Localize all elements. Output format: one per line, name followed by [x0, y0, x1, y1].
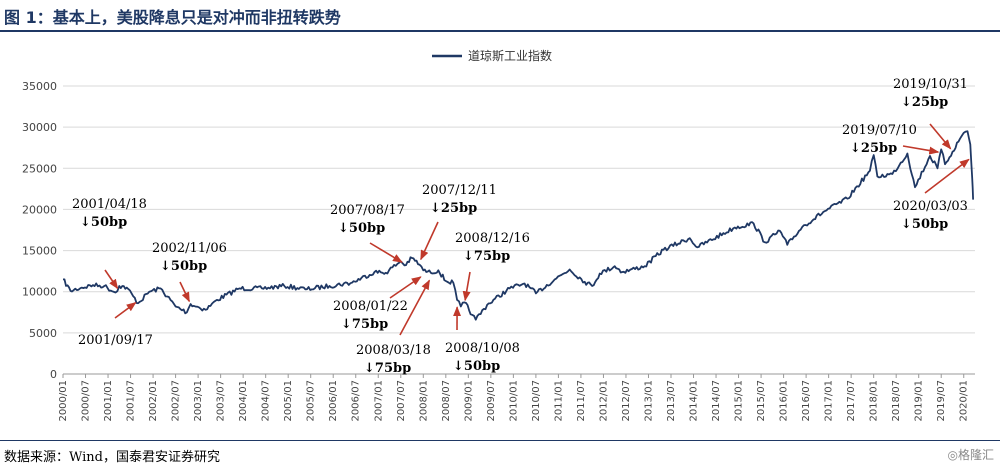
annotation-arrow	[399, 279, 431, 336]
annotation-arrow	[104, 269, 119, 290]
x-tick-label: 2014/01	[689, 380, 700, 422]
x-tick-label: 2013/01	[643, 380, 654, 422]
annotation-date: 2008/03/18	[356, 343, 431, 358]
annotation-cut: ↓25bp	[430, 201, 477, 216]
source-note: 数据来源：Wind，国泰君安证券研究	[4, 450, 220, 465]
rate-cut-annotations: 2001/04/18 ↓50bp 2001/09/17 2002/11/06 ↓50bp…	[72, 77, 970, 376]
x-tick-label: 2009/01	[463, 380, 474, 422]
annotation-cut: ↓50bp	[80, 215, 127, 230]
x-tick-label: 2001/07	[126, 380, 137, 422]
x-tick-label: 2012/07	[621, 380, 632, 422]
y-tick-label: 20000	[22, 203, 57, 216]
footer-rule	[0, 440, 1000, 441]
watermark: ◎格隆汇	[947, 448, 994, 462]
legend: 道琼斯工业指数	[432, 48, 552, 63]
x-tick-label: 2004/07	[261, 380, 272, 422]
annotation-arrow	[902, 145, 940, 155]
chart-title: 图 1：基本上，美股降息只是对冲而非扭转跌势	[4, 8, 341, 27]
x-tick-label: 2005/07	[306, 380, 317, 422]
x-tick-label: 2017/01	[824, 380, 835, 422]
x-tick-label: 2003/07	[216, 380, 227, 422]
y-tick-label: 10000	[22, 286, 57, 299]
annotation-date: 2008/01/22	[333, 299, 408, 314]
annotation-cut: ↓50bp	[901, 217, 948, 232]
djia-line-chart: 0 5000 10000 15000 20000 25000 30000 35000 2000…	[22, 48, 975, 422]
x-tick-label: 2002/07	[171, 380, 182, 422]
x-tick-label: 2016/01	[779, 380, 790, 422]
x-tick-label: 2017/07	[846, 380, 857, 422]
x-tick-label: 2010/01	[508, 380, 519, 422]
x-tick-label: 2011/07	[576, 380, 587, 422]
annotation-arrow	[369, 242, 403, 263]
annotation-arrow	[389, 276, 422, 299]
x-tick-label: 2020/01	[959, 380, 970, 422]
x-tick-label: 2003/01	[193, 380, 204, 422]
annotation-date: 2007/08/17	[330, 203, 405, 218]
y-tick-label: 25000	[22, 162, 57, 175]
x-tick-label: 2018/01	[869, 380, 880, 422]
x-tick-label: 2008/01	[418, 380, 429, 422]
annotation-date: 2001/04/18	[72, 197, 147, 212]
x-tick-label: 2016/07	[801, 380, 812, 422]
x-tick-label: 2019/07	[936, 380, 947, 422]
annotation-date: 2008/10/08	[445, 341, 520, 356]
y-tick-label: 5000	[29, 327, 57, 340]
annotation-arrow	[462, 271, 471, 302]
annotation-cut: ↓75bp	[341, 317, 388, 332]
gridlines	[63, 85, 975, 334]
x-tick-label: 2009/07	[486, 380, 497, 422]
x-tick-label: 2000/01	[58, 380, 69, 422]
annotation-cut: ↓50bp	[160, 259, 207, 274]
x-tick-label: 2004/01	[238, 380, 249, 422]
annotation-arrow	[179, 281, 191, 303]
annotation-date: 2002/11/06	[152, 241, 227, 256]
annotation-cut: ↓50bp	[338, 221, 385, 236]
annotation-date: 2001/09/17	[78, 333, 153, 348]
x-tick-label: 2002/01	[148, 380, 159, 422]
annotation-date: 2019/10/31	[893, 77, 968, 92]
annotation-date: 2007/12/11	[422, 183, 497, 198]
title-rule	[0, 30, 1000, 32]
annotation-cut: ↓75bp	[463, 249, 510, 264]
x-tick-label: 2006/01	[328, 380, 339, 422]
y-tick-label: 35000	[22, 80, 57, 93]
x-tick-label: 2014/07	[711, 380, 722, 422]
y-tick-label: 15000	[22, 245, 57, 258]
annotation-arrow	[929, 123, 952, 150]
x-tick-label: 2012/01	[598, 380, 609, 422]
annotation-date: 2020/03/03	[893, 199, 968, 214]
annotation-arrow	[114, 301, 137, 319]
legend-label: 道琼斯工业指数	[468, 48, 552, 63]
x-tick-label: 2018/07	[891, 380, 902, 422]
x-tick-label: 2011/01	[553, 380, 564, 422]
annotation-date: 2008/12/16	[455, 231, 530, 246]
x-tick-label: 2007/01	[373, 380, 384, 422]
annotation-date: 2019/07/10	[842, 123, 917, 138]
x-tick-label: 2007/07	[396, 380, 407, 422]
x-tick-label: 2019/01	[914, 380, 925, 422]
title-bar: 图 1：基本上，美股降息只是对冲而非扭转跌势	[0, 0, 1000, 30]
annotation-cut: ↓50bp	[453, 359, 500, 374]
annotation-cut: ↓25bp	[850, 141, 897, 156]
x-axis-ticks: 2000/01 2000/07 2001/01 2001/07 2002/01 2002/…	[58, 374, 970, 422]
x-tick-label: 2005/01	[283, 380, 294, 422]
x-tick-label: 2001/01	[103, 380, 114, 422]
series-line-djia	[63, 130, 974, 321]
y-tick-label: 0	[50, 368, 57, 381]
x-tick-label: 2013/07	[666, 380, 677, 422]
x-tick-label: 2015/01	[734, 380, 745, 422]
y-tick-label: 30000	[22, 121, 57, 134]
x-tick-label: 2000/07	[81, 380, 92, 422]
x-tick-label: 2006/07	[351, 380, 362, 422]
x-tick-label: 2010/07	[531, 380, 542, 422]
y-axis-ticks: 0 5000 10000 15000 20000 25000 30000 35000	[22, 80, 57, 381]
x-tick-label: 2015/07	[756, 380, 767, 422]
x-tick-label: 2008/07	[441, 380, 452, 422]
annotation-cut: ↓75bp	[364, 361, 411, 376]
annotation-arrow	[420, 221, 439, 261]
annotation-cut: ↓25bp	[901, 95, 948, 110]
annotation-arrow	[924, 158, 970, 194]
